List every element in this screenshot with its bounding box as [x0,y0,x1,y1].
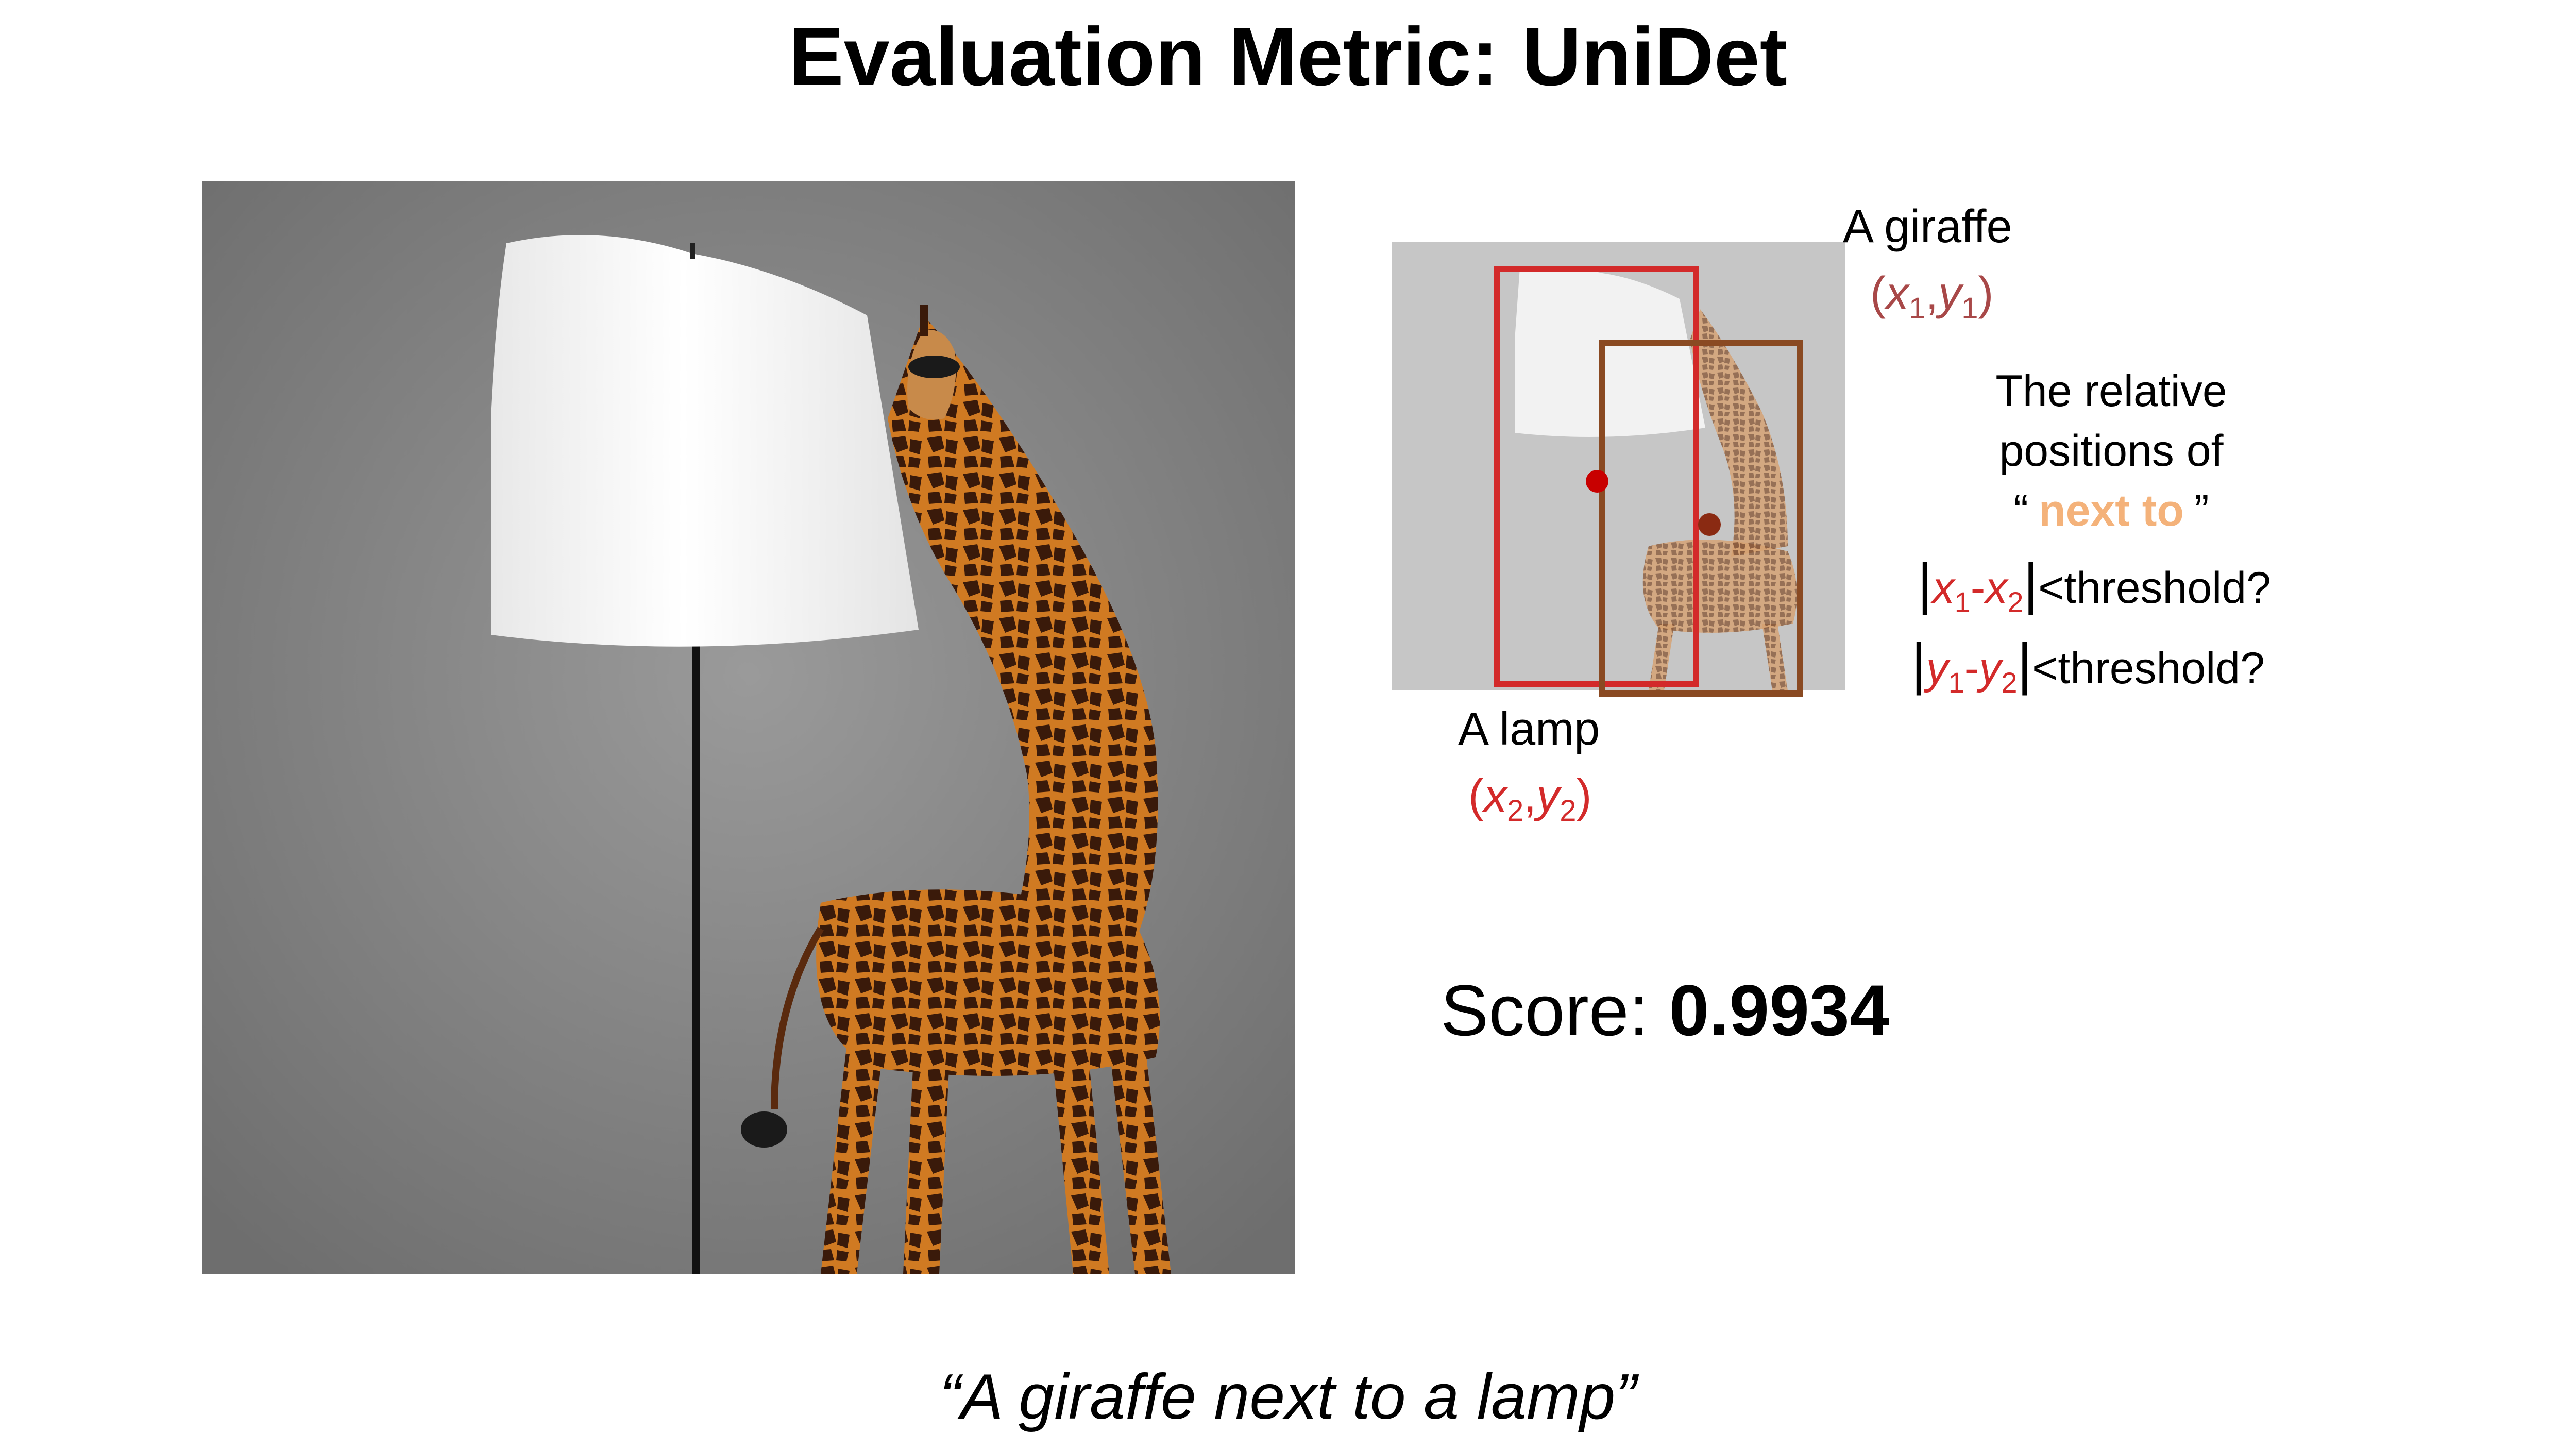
lamp-bounding-box [1494,266,1699,687]
page-title: Evaluation Metric: UniDet [788,10,1788,103]
giraffe-center-dot [1698,513,1721,536]
lamp-coordinate: (x2,y2) [1468,770,1592,828]
relation-phrase: “next to” [2013,486,2209,535]
giraffe-tail-tuft [741,1111,787,1148]
condition-y: |y1-y2|<threshold? [1911,632,2265,699]
lamp-top-cap [690,243,695,259]
giraffe-tail [771,926,824,1109]
giraffe-leg [1053,1057,1109,1274]
giraffe-ossicone [920,305,928,336]
score-line: Score: 0.9934 [1440,969,1890,1052]
detection-diagram: A giraffe (x1,y1) A lamp (x2,y2) The rel… [1392,201,2271,828]
giraffe-eye-patch [908,356,960,378]
relation-text-line2: positions of [1999,426,2224,476]
condition-x: |x1-x2|<threshold? [1918,552,2271,618]
giraffe-neck [888,315,1158,954]
giraffe-leg [903,1057,950,1274]
giraffe-label: A giraffe [1843,201,2012,252]
giraffe-leg [1109,1047,1171,1274]
thumbnail-image [1392,242,1845,690]
giraffe-coordinate: (x1,y1) [1870,268,1994,325]
score-label: Score: [1440,970,1669,1051]
giraffe-leg [821,1047,883,1274]
lamp-shade [491,235,919,647]
giraffe-bounding-box [1599,340,1803,697]
generated-image [202,181,1295,1274]
prompt-caption: “A giraffe next to a lamp” [939,1361,1637,1433]
giraffe-body [816,889,1160,1076]
score-value: 0.9934 [1669,970,1890,1051]
lamp-label: A lamp [1458,703,1600,755]
relation-text-line1: The relative [1995,366,2227,416]
lamp-pole [692,619,700,1274]
lamp-center-dot [1586,470,1608,493]
